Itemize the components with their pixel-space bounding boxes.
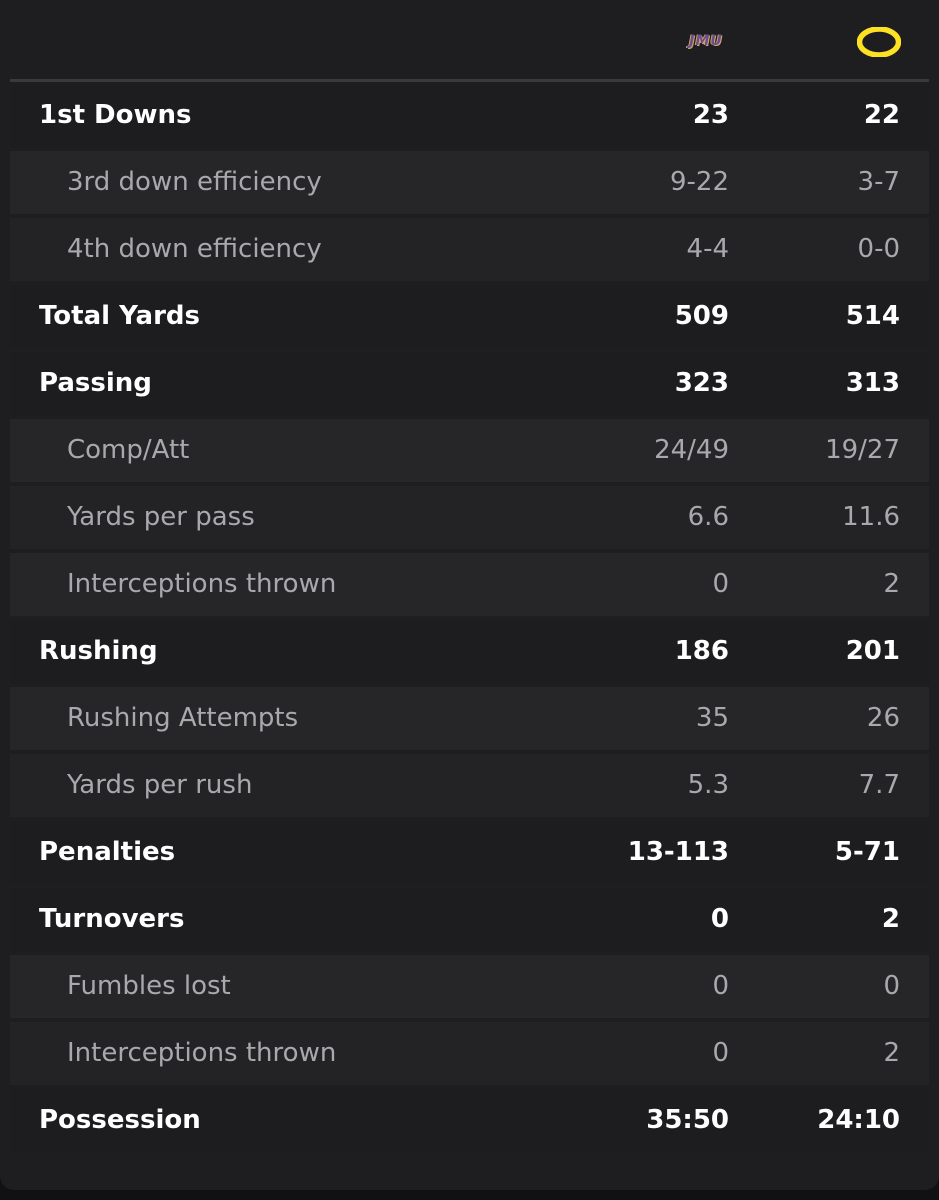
stat-value-away: 13-113 xyxy=(627,837,729,867)
stat-label: Fumbles lost xyxy=(67,971,231,1001)
stat-value-home: 22 xyxy=(863,100,900,130)
stat-value-home: 313 xyxy=(845,368,900,398)
stat-value-home: 0 xyxy=(883,971,900,1001)
stat-row: Passing 323 313 xyxy=(10,352,929,415)
stat-label: Passing xyxy=(39,368,152,398)
stat-label: 1st Downs xyxy=(39,100,192,130)
stat-row: Turnovers 0 2 xyxy=(10,888,929,951)
stat-value-away: 35:50 xyxy=(646,1105,729,1135)
stat-row: Yards per rush 5.3 7.7 xyxy=(10,754,929,817)
stat-row: Yards per pass 6.6 11.6 xyxy=(10,486,929,549)
stat-value-away: 6.6 xyxy=(687,502,729,532)
stat-value-home: 514 xyxy=(845,301,900,331)
stat-label: Comp/Att xyxy=(67,435,190,465)
stat-row: Interceptions thrown 0 2 xyxy=(10,1022,929,1085)
stat-value-home: 3-7 xyxy=(857,167,900,197)
stat-value-away: 24/49 xyxy=(654,435,729,465)
stat-label: Interceptions thrown xyxy=(67,569,337,599)
stat-row: 3rd down efficiency 9-22 3-7 xyxy=(10,151,929,214)
stat-row: 1st Downs 23 22 xyxy=(10,84,929,147)
stat-label: Yards per rush xyxy=(67,770,253,800)
stat-row: Interceptions thrown 0 2 xyxy=(10,553,929,616)
stat-label: Possession xyxy=(39,1105,201,1135)
stat-label: Yards per pass xyxy=(67,502,255,532)
stat-value-away: 0 xyxy=(712,1038,729,1068)
stat-value-away: 0 xyxy=(710,904,729,934)
stat-row: Comp/Att 24/49 19/27 xyxy=(10,419,929,482)
stat-value-away: 0 xyxy=(712,569,729,599)
stat-value-away: 509 xyxy=(674,301,729,331)
stat-value-home: 11.6 xyxy=(842,502,900,532)
stat-label: Penalties xyxy=(39,837,176,867)
stat-row: Possession 35:50 24:10 xyxy=(10,1089,929,1152)
stat-label: Turnovers xyxy=(39,904,185,934)
stat-value-away: 4-4 xyxy=(686,234,729,264)
stat-label: Rushing xyxy=(39,636,158,666)
stat-row: Rushing Attempts 35 26 xyxy=(10,687,929,750)
stat-label: 4th down efficiency xyxy=(67,234,322,264)
stat-label: 3rd down efficiency xyxy=(67,167,322,197)
stat-value-home: 2 xyxy=(883,1038,900,1068)
stat-value-home: 24:10 xyxy=(817,1105,900,1135)
stat-value-home: 7.7 xyxy=(858,770,900,800)
stat-row: 4th down efficiency 4-4 0-0 xyxy=(10,218,929,281)
stat-row: Total Yards 509 514 xyxy=(10,285,929,348)
stat-value-home: 26 xyxy=(866,703,900,733)
stat-label: Total Yards xyxy=(39,301,200,331)
stat-value-home: 201 xyxy=(845,636,900,666)
stat-value-home: 2 xyxy=(881,904,900,934)
stat-value-away: 9-22 xyxy=(669,167,729,197)
stat-value-away: 35 xyxy=(695,703,729,733)
stat-label: Interceptions thrown xyxy=(67,1038,337,1068)
stat-row: Penalties 13-113 5-71 xyxy=(10,821,929,884)
oregon-o-logo-icon xyxy=(856,26,902,58)
stat-value-away: 5.3 xyxy=(687,770,729,800)
stat-label: Rushing Attempts xyxy=(67,703,299,733)
stat-value-home: 19/27 xyxy=(825,435,900,465)
stat-row: Rushing 186 201 xyxy=(10,620,929,683)
stat-value-away: 323 xyxy=(674,368,729,398)
stat-value-home: 0-0 xyxy=(857,234,900,264)
stat-row: Fumbles lost 0 0 xyxy=(10,955,929,1018)
team-stats-header: JMU xyxy=(10,0,929,82)
stat-value-home: 5-71 xyxy=(834,837,900,867)
stat-value-away: 0 xyxy=(712,971,729,1001)
stat-value-away: 186 xyxy=(674,636,729,666)
stat-value-home: 2 xyxy=(883,569,900,599)
stats-table: 1st Downs 23 22 3rd down efficiency 9-22 3-7 4… xyxy=(10,84,929,1156)
stat-value-away: 23 xyxy=(692,100,729,130)
jmu-dukes-logo-icon: JMU xyxy=(689,33,723,49)
